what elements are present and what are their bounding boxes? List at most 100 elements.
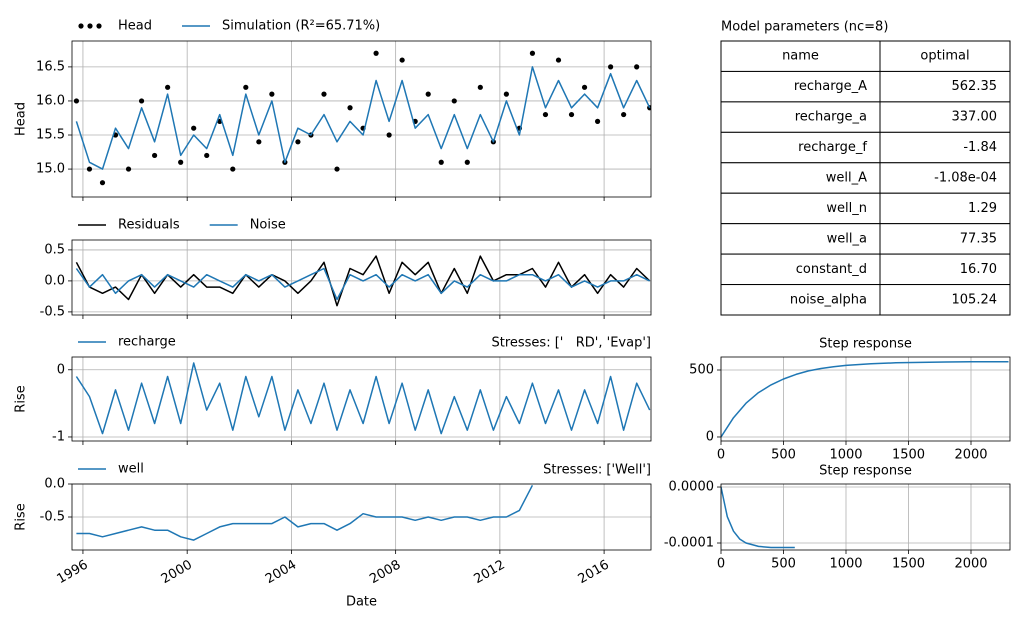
table-cell-text: 337.00 [952, 110, 998, 125]
panel-title: Step response [819, 337, 912, 352]
x-tick-label: 2008 [367, 558, 403, 588]
table-cell-text: constant_d [796, 262, 867, 277]
head-point [295, 139, 301, 145]
head-point [321, 91, 327, 97]
legend-label: Head [118, 19, 152, 34]
y-tick-label: 500 [689, 362, 714, 377]
y-tick-label: 0 [706, 429, 714, 444]
head-point [568, 111, 575, 118]
head-point [204, 152, 210, 159]
head-point [191, 125, 197, 131]
table-cell [720, 284, 881, 316]
legend-label: Simulation (R²=65.71%) [222, 19, 380, 34]
head-point [125, 166, 132, 172]
head-point [451, 98, 457, 104]
y-tick-label: 0 [57, 362, 65, 377]
head-point [165, 84, 171, 90]
table-cell [879, 131, 1011, 164]
y-tick-label: 0.0000 [669, 480, 715, 495]
table-cell-text: recharge_A [794, 79, 867, 94]
right-title: Stresses: ['Well'] [543, 463, 651, 478]
head-point [477, 84, 483, 90]
head-point [594, 118, 601, 124]
y-axis-label: Head [14, 102, 29, 136]
x-tick-label: 1996 [55, 558, 91, 588]
legend-marker [87, 23, 93, 29]
y-axis-label: Rise [14, 503, 29, 530]
plot-area [75, 255, 651, 307]
head-point [438, 159, 444, 165]
table-cell-text: recharge_f [798, 140, 867, 155]
x-tick-label: 2000 [954, 448, 987, 463]
axes-frame [71, 239, 652, 316]
y-tick-label: 0.5 [44, 242, 65, 257]
table-cell [879, 192, 1011, 225]
axes-frame [720, 356, 1011, 442]
table-cell-text: well_n [826, 201, 867, 216]
x-tick-label: 1500 [892, 448, 925, 463]
head-point [373, 50, 379, 56]
head-point [178, 159, 184, 165]
table-cell [879, 253, 1011, 286]
series-line [75, 267, 651, 301]
x-tick-label: 1500 [892, 557, 925, 572]
head-point [425, 91, 431, 97]
legend-marker [78, 23, 84, 29]
table-cell [879, 284, 1011, 316]
head-point [634, 64, 640, 70]
head-point [399, 57, 405, 63]
table-header: name [782, 49, 819, 64]
y-axis-label: Rise [14, 385, 29, 412]
y-tick-label: -0.5 [40, 304, 65, 319]
y-tick-label: 16.0 [36, 93, 65, 108]
head-point [73, 98, 80, 104]
head-point [86, 166, 93, 172]
plot-area [75, 362, 651, 435]
table-cell [720, 192, 881, 225]
head-point [581, 84, 588, 90]
series-line [76, 484, 534, 541]
table-cell-text: -1.84 [963, 140, 997, 155]
head-point [269, 91, 275, 97]
table-cell [879, 101, 1011, 133]
head-point [347, 105, 353, 111]
legend-label: Residuals [118, 218, 180, 233]
head-point [555, 57, 562, 63]
plot-area [76, 484, 534, 541]
table-cell-text: well_A [826, 171, 867, 186]
y-tick-label: -1 [52, 429, 65, 444]
table-cell [720, 223, 881, 255]
plot-area [721, 486, 795, 549]
x-tick-label: 2004 [263, 558, 299, 588]
axes-frame [71, 356, 652, 442]
x-tick-label: 2012 [471, 558, 507, 588]
series-line [721, 360, 1009, 438]
y-tick-label: 15.0 [36, 162, 65, 177]
table-header: optimal [920, 49, 969, 64]
y-tick-label: 0.0 [44, 273, 65, 288]
legend-marker [96, 23, 102, 29]
x-tick-label: 1000 [829, 557, 862, 572]
x-tick-label: 2016 [576, 558, 612, 588]
series-line [75, 255, 651, 307]
head-point [386, 132, 392, 138]
head-point [256, 139, 262, 145]
series-line [75, 362, 651, 435]
table-cell-text: 77.35 [960, 231, 997, 246]
table-cell-text: well_a [827, 231, 867, 246]
y-tick-label: -0.0001 [664, 536, 714, 551]
legend-label: well [118, 462, 144, 477]
head-point [138, 98, 145, 104]
x-tick-label: 500 [771, 557, 796, 572]
series-line [721, 486, 795, 549]
table-cell-text: 1.29 [968, 201, 997, 216]
series-line [75, 66, 651, 170]
head-point [334, 166, 340, 172]
x-tick-label: 1000 [829, 448, 862, 463]
panel-title: Step response [819, 464, 912, 479]
head-point [542, 111, 549, 118]
x-tick-label: 2000 [954, 557, 987, 572]
axes-frame [71, 40, 652, 198]
legend-label: recharge [118, 335, 176, 350]
